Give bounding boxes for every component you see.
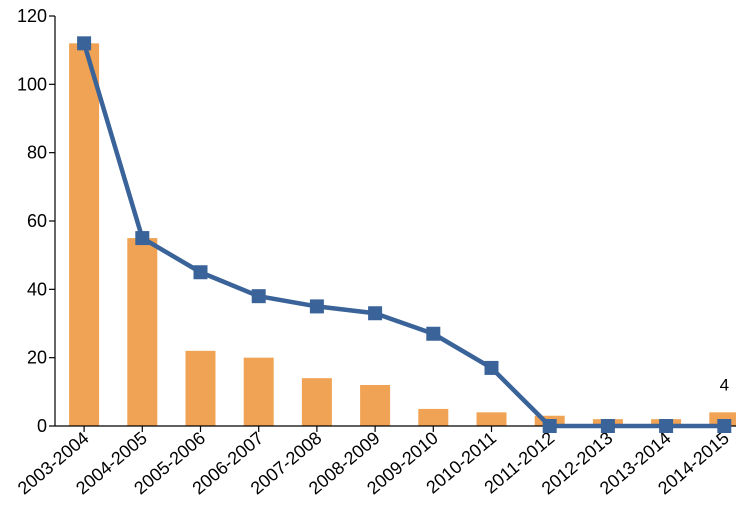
data-labels: 4 bbox=[720, 375, 729, 394]
y-tick-label: 40 bbox=[27, 279, 47, 299]
y-tick-label: 120 bbox=[17, 6, 47, 26]
line-marker-2004-2005 bbox=[135, 231, 150, 246]
y-tick-label: 80 bbox=[27, 143, 47, 163]
line-marker-2007-2008 bbox=[309, 299, 324, 314]
x-axis-ticks: 2003-20042004-20052005-20062006-20072007… bbox=[14, 426, 733, 498]
bar-2006-2007 bbox=[243, 357, 274, 426]
line-series bbox=[77, 36, 732, 433]
line-marker-2011-2012 bbox=[542, 419, 557, 433]
line-marker-2008-2009 bbox=[368, 306, 383, 321]
line-marker-2006-2007 bbox=[251, 289, 266, 304]
bar-series bbox=[69, 43, 736, 426]
line-marker-2014-2015 bbox=[717, 419, 732, 433]
data-label: 4 bbox=[720, 375, 729, 394]
bar-2003-2004 bbox=[69, 43, 100, 426]
line-path bbox=[81, 42, 725, 429]
line-marker-2009-2010 bbox=[426, 326, 441, 341]
bar-2008-2009 bbox=[360, 385, 391, 426]
line-marker-2012-2013 bbox=[600, 419, 615, 433]
y-tick-label: 0 bbox=[37, 416, 47, 436]
line-marker-2010-2011 bbox=[484, 360, 499, 375]
y-tick-label: 20 bbox=[27, 348, 47, 368]
line-marker-2005-2006 bbox=[193, 265, 208, 280]
y-tick-label: 100 bbox=[17, 74, 47, 94]
line-marker-2013-2014 bbox=[659, 419, 674, 433]
y-tick-label: 60 bbox=[27, 211, 47, 231]
line-marker-2003-2004 bbox=[77, 36, 92, 51]
bar-2007-2008 bbox=[301, 378, 332, 426]
bar-2004-2005 bbox=[127, 238, 158, 426]
bar-2005-2006 bbox=[185, 350, 216, 426]
bar-2009-2010 bbox=[418, 408, 449, 426]
y-axis-ticks: 0 20 40 60 80 100 120 bbox=[17, 6, 55, 436]
bar-2010-2011 bbox=[476, 412, 507, 426]
